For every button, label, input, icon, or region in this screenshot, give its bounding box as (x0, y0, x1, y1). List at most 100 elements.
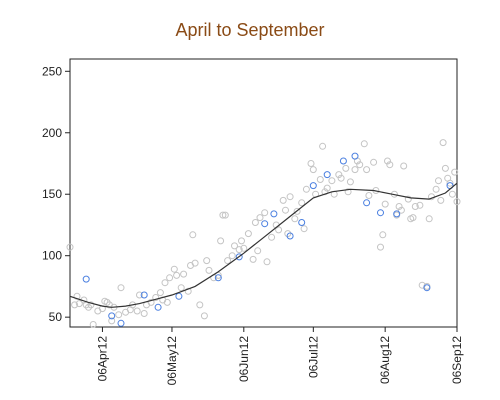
x-tick-label: 06Jul12 (306, 336, 320, 378)
blue-point (175, 292, 183, 300)
gray-point (286, 193, 294, 201)
gray-point (425, 215, 433, 223)
y-tick-label: 100 (42, 249, 62, 263)
gray-point (244, 230, 252, 238)
blue-point (214, 274, 222, 282)
gray-point (323, 184, 331, 192)
gray-point (254, 247, 262, 255)
gray-point (115, 311, 123, 319)
gray-point (451, 168, 459, 176)
gray-point (275, 226, 283, 234)
gray-point (409, 214, 417, 222)
gray-point (363, 166, 371, 174)
gray-point (205, 266, 213, 274)
blue-point (140, 291, 148, 299)
blue-point (117, 319, 125, 327)
gray-point (337, 174, 345, 182)
blue-point (323, 171, 331, 179)
gray-point (163, 298, 171, 306)
gray-point (453, 198, 461, 206)
gray-point (291, 215, 299, 223)
gray-point (249, 255, 257, 263)
gray-point (73, 292, 81, 300)
blue-point (261, 220, 269, 228)
blue-point (298, 219, 306, 226)
blue-point (393, 210, 401, 218)
gray-point (435, 177, 442, 185)
gray-point (217, 237, 225, 245)
gray-point (298, 199, 306, 207)
gray-point (238, 237, 245, 245)
y-tick-label: 150 (42, 187, 62, 201)
gray-point (231, 242, 238, 250)
blue-point (363, 199, 371, 207)
gray-point (170, 265, 178, 273)
blue-point (339, 157, 347, 165)
gray-point (411, 203, 419, 210)
blue-point (108, 312, 116, 320)
gray-point (437, 196, 445, 204)
gray-point (316, 176, 324, 183)
gray-point (108, 317, 116, 325)
gray-point (302, 185, 310, 193)
blue-point (351, 152, 359, 160)
blue-point (377, 209, 384, 217)
y-tick-label: 50 (49, 310, 63, 324)
gray-point (328, 177, 336, 185)
gray-point (203, 257, 211, 265)
gray-point (441, 164, 449, 172)
gray-point (365, 192, 373, 199)
gray-point (300, 225, 308, 233)
gray-point (85, 303, 92, 311)
gray-point (240, 244, 248, 252)
gray-point (156, 289, 164, 297)
gray-point (173, 271, 181, 279)
gray-point (439, 139, 447, 147)
gray-point (335, 171, 343, 179)
gray-point (404, 195, 412, 203)
gray-point (133, 307, 141, 315)
gray-point (356, 161, 364, 169)
gray-point (228, 252, 236, 260)
x-tick-label: 06Sep12 (450, 336, 464, 384)
gray-point (321, 188, 329, 196)
gray-point (432, 185, 440, 193)
gray-point (360, 140, 368, 148)
y-tick-label: 250 (42, 64, 62, 78)
gray-point (221, 211, 229, 219)
gray-point (166, 274, 174, 282)
gray-point (117, 284, 125, 292)
x-tick-label: 06Apr12 (95, 336, 109, 382)
gray-point (251, 219, 259, 226)
gray-point (147, 298, 155, 306)
gray-point (256, 214, 264, 222)
blue-point (270, 210, 278, 218)
gray-point (219, 211, 227, 219)
gray-point (180, 270, 188, 278)
gray-point (200, 312, 208, 320)
gray-point (136, 291, 143, 299)
blue-point (82, 275, 90, 283)
x-tick-label: 06Jun12 (237, 336, 251, 382)
gray-point (309, 166, 317, 174)
gray-point (191, 259, 199, 267)
gray-point (377, 243, 384, 251)
gray-point (268, 233, 276, 241)
gray-point (446, 179, 454, 187)
gray-point (395, 203, 403, 210)
x-tick-label: 06May12 (165, 336, 179, 386)
gray-point (307, 160, 315, 167)
chart-title: April to September (175, 20, 325, 40)
gray-point (342, 164, 350, 172)
gray-point (397, 206, 405, 214)
gray-point (189, 231, 197, 239)
gray-point (381, 200, 389, 208)
gray-point (66, 243, 74, 251)
gray-point (346, 178, 354, 186)
gray-point (448, 190, 456, 198)
blue-point (423, 284, 431, 292)
gray-point (282, 206, 289, 214)
gray-point (235, 246, 243, 254)
gray-point (370, 158, 378, 166)
